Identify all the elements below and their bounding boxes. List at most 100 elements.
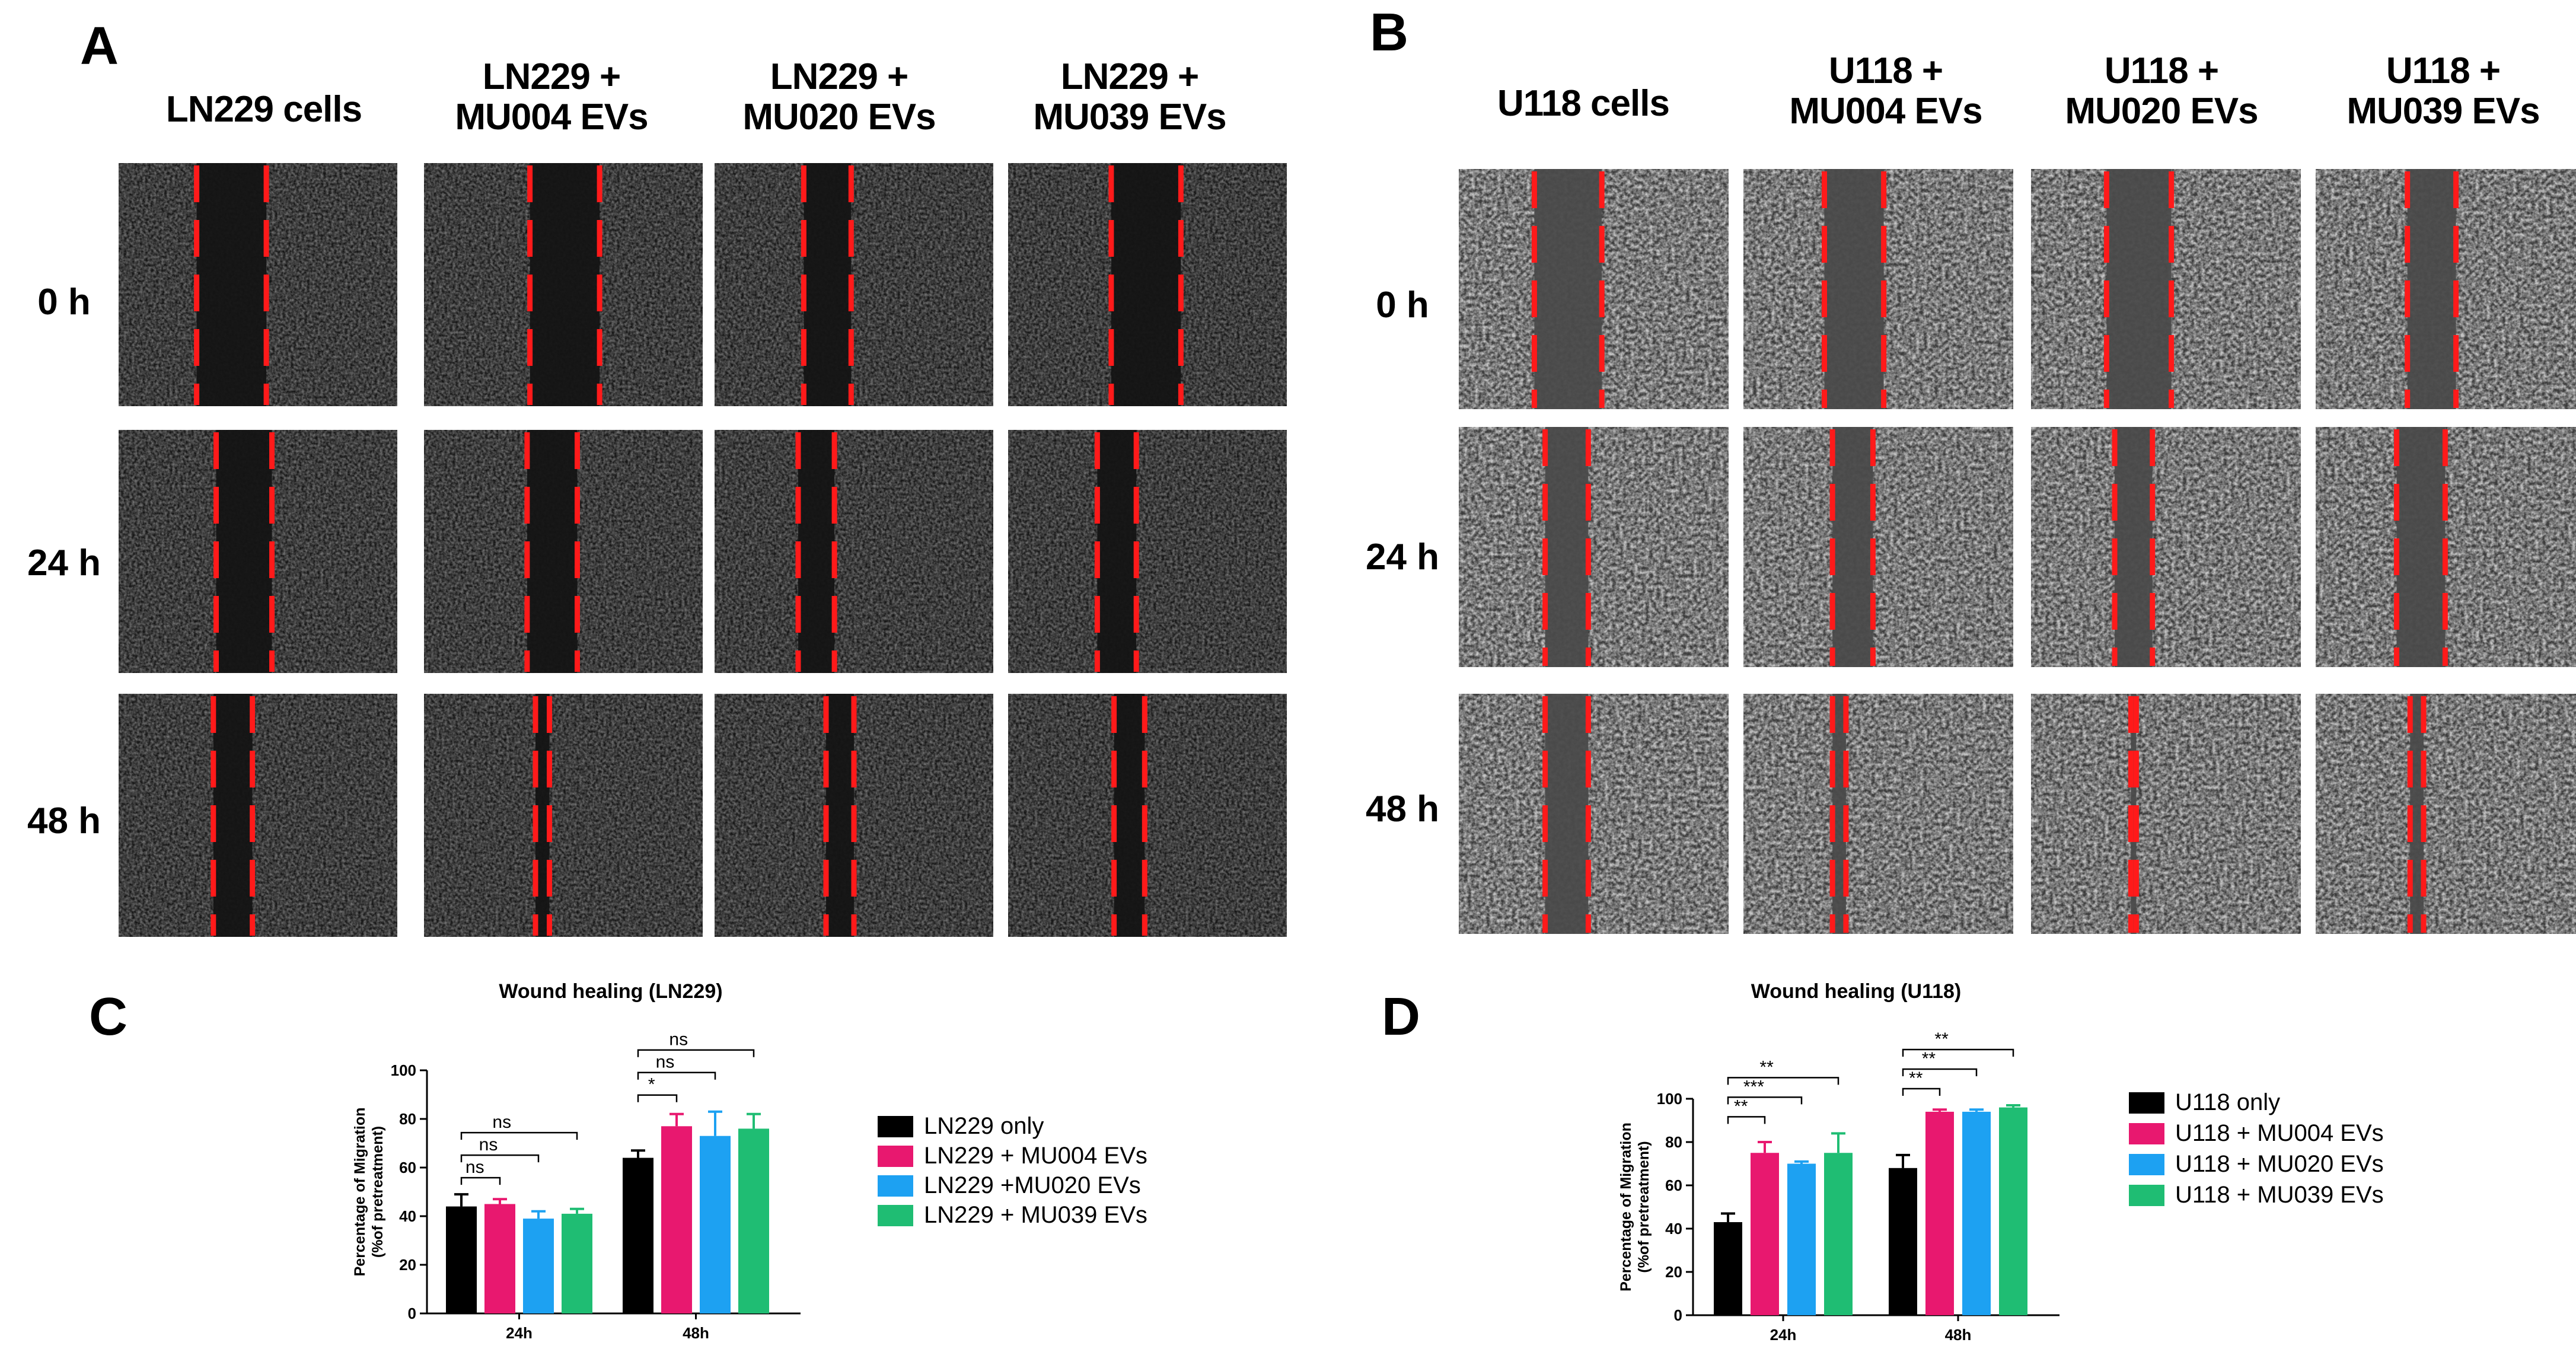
column-header: U118 + xyxy=(2105,50,2218,91)
u118-micrograph xyxy=(1743,427,2013,667)
significance-label: ns xyxy=(656,1053,675,1072)
u118-micrograph xyxy=(1459,694,1729,934)
ln229-micrograph xyxy=(424,163,703,406)
u118-micrograph xyxy=(2031,427,2301,667)
chart-title: Wound healing (U118) xyxy=(1751,980,1962,1003)
panel-label-d: D xyxy=(1382,987,1420,1047)
column-header: U118 cells xyxy=(1497,83,1669,124)
legend-swatch xyxy=(2129,1123,2164,1144)
chart-title: Wound healing (LN229) xyxy=(499,980,722,1003)
significance-bracket xyxy=(1727,1096,1803,1105)
ln229-micrograph xyxy=(1008,694,1287,937)
legend-swatch xyxy=(2129,1092,2164,1114)
legend-swatch xyxy=(878,1146,913,1167)
significance-bracket xyxy=(637,1071,716,1080)
ln229-micrograph xyxy=(424,694,703,937)
significance-bracket xyxy=(637,1049,755,1057)
legend-swatch xyxy=(878,1205,913,1226)
significance-label: ** xyxy=(1934,1029,1949,1049)
u118-micrograph xyxy=(2031,694,2301,934)
significance-label: ns xyxy=(669,1030,688,1050)
row-label: 0 h xyxy=(37,282,91,323)
u118-micrograph xyxy=(1743,169,2013,409)
legend-label: U118 + MU039 EVs xyxy=(2175,1182,2384,1208)
ln229-micrograph xyxy=(119,694,397,937)
column-header: MU020 EVs xyxy=(742,97,935,138)
significance-bracket xyxy=(460,1131,578,1140)
u118-micrograph xyxy=(1743,694,2013,934)
chart-wound-healing-u118: Wound healing (U118) 0 20 40 60 80 100 Percenta… xyxy=(1618,980,2384,1344)
y-tick-label: 80 xyxy=(399,1110,416,1128)
column-header: MU020 EVs xyxy=(2065,91,2258,132)
significance-bracket xyxy=(637,1094,678,1102)
significance-bracket xyxy=(460,1176,501,1185)
legend-label: LN229 + MU039 EVs xyxy=(924,1202,1147,1228)
ln229-micrograph xyxy=(119,163,397,406)
bar xyxy=(738,1128,769,1313)
legend-label: U118 + MU004 EVs xyxy=(2175,1120,2384,1146)
column-header: MU039 EVs xyxy=(2347,91,2539,132)
column-header: U118 + xyxy=(2386,50,2500,91)
u118-micrograph xyxy=(2031,169,2301,409)
x-tick-label: 24h xyxy=(1770,1326,1797,1344)
significance-label: * xyxy=(648,1075,655,1095)
row-label: 48 h xyxy=(1366,789,1439,830)
ln229-micrograph xyxy=(715,694,993,937)
panel-label-b: B xyxy=(1370,3,1408,62)
legend-swatch xyxy=(878,1175,913,1197)
y-tick-label: 0 xyxy=(408,1305,416,1322)
row-label: 24 h xyxy=(27,543,101,583)
ln229-micrograph xyxy=(119,430,397,673)
bar xyxy=(661,1126,692,1313)
legend-label: LN229 +MU020 EVs xyxy=(924,1172,1141,1198)
u118-micrograph xyxy=(2316,694,2576,934)
u118-micrograph xyxy=(2316,169,2576,409)
column-header: LN229 cells xyxy=(166,89,362,130)
significance-bracket xyxy=(1902,1068,1978,1076)
y-tick-label: 100 xyxy=(391,1061,416,1079)
significance-bracket xyxy=(1727,1116,1766,1124)
bar xyxy=(700,1136,731,1313)
bar xyxy=(1824,1153,1853,1315)
u118-micrograph xyxy=(1459,169,1729,409)
bar xyxy=(1925,1111,1954,1315)
y-tick-label: 20 xyxy=(1665,1263,1682,1281)
significance-label: ** xyxy=(1734,1096,1748,1116)
column-header: LN229 + xyxy=(1061,56,1199,97)
column-header: MU039 EVs xyxy=(1033,97,1226,138)
ln229-micrograph xyxy=(715,163,993,406)
legend-label: U118 + MU020 EVs xyxy=(2175,1151,2384,1177)
legend-label: U118 only xyxy=(2175,1089,2280,1115)
column-header: LN229 + xyxy=(483,56,621,97)
ln229-micrograph xyxy=(424,430,703,673)
legend-swatch xyxy=(878,1116,913,1137)
y-tick-label: 80 xyxy=(1665,1133,1682,1151)
column-header: U118 + xyxy=(1829,50,1943,91)
ln229-micrograph xyxy=(715,430,993,673)
u118-micrograph xyxy=(1459,427,1729,667)
significance-label: ** xyxy=(1759,1057,1774,1077)
significance-bracket xyxy=(1727,1077,1839,1085)
x-tick-label: 48h xyxy=(1945,1326,1972,1344)
bar xyxy=(1889,1168,1917,1315)
x-tick-label: 48h xyxy=(683,1324,709,1342)
legend-swatch xyxy=(2129,1154,2164,1175)
column-header: MU004 EVs xyxy=(1789,91,1982,132)
x-tick-label: 24h xyxy=(506,1324,533,1342)
y-axis-label: Percentage of Migration xyxy=(1618,1122,1634,1291)
row-label: 0 h xyxy=(1376,285,1429,326)
y-axis-label: (%of pretreatment) xyxy=(1635,1141,1652,1273)
legend-label: LN229 only xyxy=(924,1113,1044,1139)
significance-label: ns xyxy=(479,1135,498,1155)
y-tick-label: 20 xyxy=(399,1256,416,1274)
bar xyxy=(623,1157,653,1313)
panel-label-a: A xyxy=(80,17,119,76)
significance-bracket xyxy=(460,1154,540,1163)
significance-label: ** xyxy=(1909,1069,1923,1088)
ln229-micrograph xyxy=(1008,163,1287,406)
ln229-micrograph xyxy=(1008,430,1287,673)
significance-bracket xyxy=(1902,1088,1941,1096)
u118-micrograph xyxy=(2316,427,2576,667)
y-tick-label: 60 xyxy=(1665,1176,1682,1194)
